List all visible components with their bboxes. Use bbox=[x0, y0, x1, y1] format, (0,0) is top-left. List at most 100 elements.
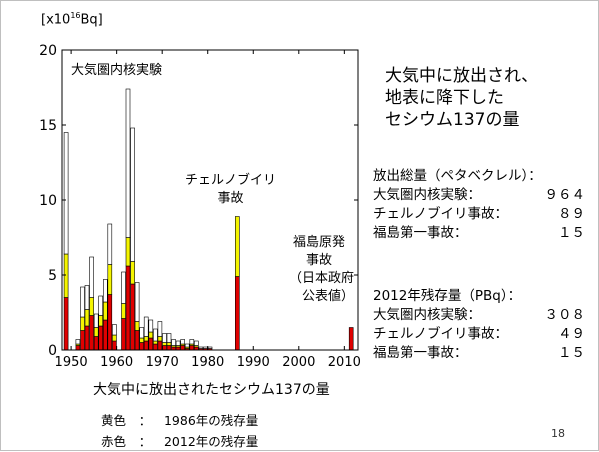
x-tick-label-1960: 1960 bbox=[100, 355, 133, 370]
release-row: チェルノブイリ事故： ８９ bbox=[373, 206, 585, 222]
bar-1963-seg-0 bbox=[130, 283, 135, 351]
bar-1970-seg-2 bbox=[162, 333, 167, 343]
x-tick-label-1980: 1980 bbox=[191, 355, 224, 370]
chart-caption: 大気中に放出されたセシウム137の量 bbox=[93, 382, 330, 398]
page-number: 18 bbox=[551, 427, 565, 440]
bar-1954-seg-1 bbox=[89, 297, 94, 316]
bar-1957-seg-0 bbox=[103, 319, 108, 351]
y-tick-label-20: 20 bbox=[39, 43, 57, 59]
bar-1969-seg-2 bbox=[157, 321, 163, 337]
bar-1954-seg-2 bbox=[89, 256, 94, 298]
legend-red: 赤色 ： 2012年の残存量 bbox=[101, 434, 259, 449]
x-tick-label-2000: 2000 bbox=[282, 355, 315, 370]
bar-1956-seg-0 bbox=[98, 325, 103, 351]
bar-1945-seg-1 bbox=[63, 253, 69, 298]
bar-1978-seg-2 bbox=[198, 346, 204, 349]
bar-1955-seg-2 bbox=[93, 313, 99, 328]
annotation-fukushima: 福島原発 事故 （日本政府 公表値） bbox=[289, 235, 355, 304]
bar-1963-seg-1 bbox=[130, 261, 135, 285]
bar-1971-seg-2 bbox=[166, 333, 172, 343]
bar-1974-seg-0 bbox=[180, 345, 185, 351]
bar-1955-seg-1 bbox=[93, 327, 99, 337]
bar-1952-seg-1 bbox=[80, 316, 85, 331]
bar-1965-seg-1 bbox=[139, 337, 144, 343]
bar-1956-seg-1 bbox=[98, 315, 103, 327]
bar-1953-seg-1 bbox=[84, 309, 90, 327]
legend-yellow: 黄色 ： 1986年の残存量 bbox=[101, 413, 259, 428]
bar-1986-seg-1 bbox=[235, 216, 240, 277]
bar-1979-seg-2 bbox=[203, 346, 208, 349]
bar-1986-seg-0 bbox=[235, 276, 240, 351]
bar-1959-seg-0 bbox=[112, 340, 117, 351]
bar-1957-seg-2 bbox=[103, 279, 108, 303]
bar-1974-seg-2 bbox=[180, 339, 185, 345]
bar-1973-seg-2 bbox=[175, 340, 181, 346]
bar-1961-seg-1 bbox=[121, 303, 126, 319]
bar-1958-seg-0 bbox=[107, 294, 113, 351]
slide-title: 大気中に放出され、 地表に降下した セシウム137の量 bbox=[385, 66, 539, 130]
y-axis-unit-label: [x1016Bq] bbox=[41, 11, 103, 28]
residual-row: 福島第一事故： １５ bbox=[373, 345, 585, 361]
residual-heading: 2012年残存量（PBq）： bbox=[373, 288, 522, 304]
annotation-atmospheric-tests: 大気圏内核実験 bbox=[71, 63, 163, 78]
bar-1968-seg-0 bbox=[153, 343, 158, 351]
bar-1971-seg-0 bbox=[166, 345, 172, 351]
bar-1957-seg-1 bbox=[103, 301, 108, 321]
release-row: 福島第一事故： １５ bbox=[373, 225, 585, 241]
bar-1959-seg-2 bbox=[112, 324, 117, 336]
x-tick-label-2010: 2010 bbox=[328, 355, 361, 370]
bar-1965-seg-2 bbox=[139, 327, 144, 339]
bar-1966-seg-1 bbox=[143, 336, 149, 342]
bar-1956-seg-2 bbox=[98, 295, 103, 316]
release-row: 大気圏内核実験： ９６４ bbox=[373, 187, 585, 203]
bar-1945-seg-2 bbox=[63, 132, 69, 255]
bar-1980-seg-2 bbox=[207, 346, 213, 349]
residual-2012-block: 2012年残存量（PBq）： 大気圏内核実験： ３０８ チェルノブイリ事故： ４９ … bbox=[373, 287, 585, 363]
bar-1975-seg-2 bbox=[184, 343, 190, 348]
bar-1966-seg-0 bbox=[143, 340, 149, 351]
bar-1970-seg-0 bbox=[162, 345, 167, 351]
x-tick-label-1950: 1950 bbox=[55, 355, 88, 370]
bar-1951-seg-0 bbox=[75, 345, 81, 351]
bar-1967-seg-2 bbox=[148, 319, 154, 333]
bar-1961-seg-2 bbox=[121, 271, 126, 304]
x-tick-label-1970: 1970 bbox=[146, 355, 179, 370]
bar-1963-seg-2 bbox=[130, 127, 135, 262]
residual-row: チェルノブイリ事故： ４９ bbox=[373, 326, 585, 342]
bar-1972-seg-2 bbox=[171, 339, 176, 346]
bar-1961-seg-0 bbox=[121, 318, 126, 351]
y-tick-label-15: 15 bbox=[39, 118, 57, 134]
y-tick-label-5: 5 bbox=[48, 268, 57, 284]
bar-1976-seg-0 bbox=[189, 345, 195, 351]
bar-1968-seg-2 bbox=[153, 328, 158, 342]
x-tick-label-1990: 1990 bbox=[237, 355, 270, 370]
y-tick-label-10: 10 bbox=[39, 193, 57, 209]
release-total-block: 放出総量（ペタベクレル）： 大気圏内核実験： ９６４ チェルノブイリ事故： ８９ 福… bbox=[373, 167, 585, 243]
annotation-chernobyl: チェルノブイリ 事故 bbox=[185, 173, 277, 206]
bar-1964-seg-1 bbox=[134, 321, 140, 331]
release-total-heading: 放出総量（ペタベクレル）： bbox=[373, 168, 542, 184]
bar-1952-seg-2 bbox=[80, 286, 85, 318]
y-tick-label-0: 0 bbox=[48, 343, 57, 359]
bar-1955-seg-0 bbox=[93, 336, 99, 351]
bar-1964-seg-2 bbox=[134, 282, 140, 322]
bar-1958-seg-1 bbox=[107, 264, 113, 295]
bar-1962-seg-2 bbox=[125, 88, 131, 238]
bar-1969-seg-1 bbox=[157, 336, 163, 342]
bar-1962-seg-0 bbox=[125, 265, 131, 351]
bar-1971-seg-1 bbox=[166, 342, 172, 346]
bar-1976-seg-2 bbox=[189, 339, 195, 345]
bar-1967-seg-0 bbox=[148, 337, 154, 351]
bar-1945-seg-0 bbox=[63, 297, 69, 351]
bar-1958-seg-2 bbox=[107, 223, 113, 265]
bar-1952-seg-0 bbox=[80, 330, 85, 351]
bar-1965-seg-0 bbox=[139, 342, 144, 351]
bar-1966-seg-2 bbox=[143, 316, 149, 337]
bar-1959-seg-1 bbox=[112, 334, 117, 342]
bar-1977-seg-2 bbox=[194, 340, 199, 346]
bar-1967-seg-1 bbox=[148, 331, 154, 339]
bar-1953-seg-2 bbox=[84, 285, 90, 310]
bar-1964-seg-0 bbox=[134, 330, 140, 351]
